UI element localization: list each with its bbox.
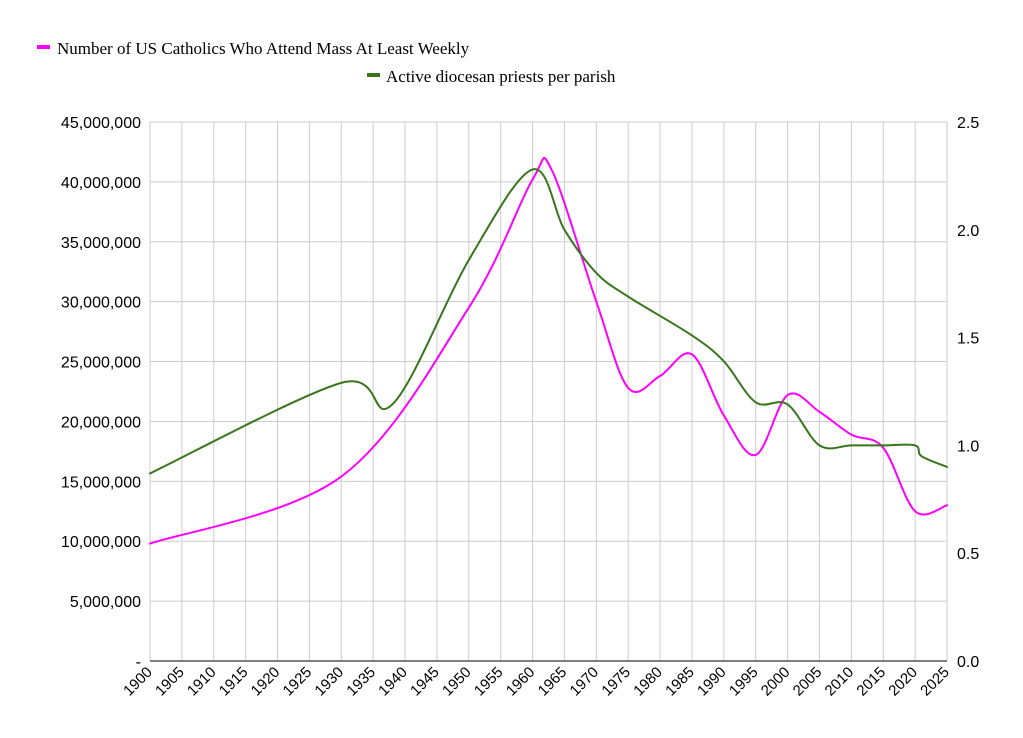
x-tick-label: 1960 bbox=[503, 664, 539, 700]
x-tick-label: 1975 bbox=[598, 664, 634, 700]
x-tick-label: 1930 bbox=[311, 664, 347, 700]
grid bbox=[149, 121, 948, 661]
legend-label-attendance: Number of US Catholics Who Attend Mass A… bbox=[57, 39, 470, 58]
x-tick-label: 1900 bbox=[120, 664, 156, 700]
y-axis-left: - 5,000,000 10,000,000 15,000,000 20,000,000… bbox=[61, 115, 141, 671]
y-tick-label-left: 25,000,000 bbox=[61, 355, 141, 372]
x-tick-label: 1965 bbox=[535, 664, 571, 700]
x-tick-label: 1905 bbox=[152, 664, 188, 700]
x-tick-label: 2025 bbox=[917, 664, 953, 700]
x-tick-label: 1955 bbox=[471, 664, 507, 700]
x-tick-label: 2015 bbox=[853, 664, 889, 700]
x-tick-label: 1935 bbox=[343, 664, 379, 700]
x-tick-label: 1940 bbox=[375, 664, 411, 700]
x-tick-label: 1945 bbox=[407, 664, 443, 700]
legend-swatch-attendance bbox=[37, 45, 50, 49]
series-lines bbox=[149, 156, 948, 545]
x-tick-label: 1995 bbox=[726, 664, 762, 700]
x-tick-label: 1925 bbox=[280, 664, 316, 700]
y-tick-label-right: 0.5 bbox=[957, 546, 979, 563]
y-tick-label-left: 45,000,000 bbox=[61, 115, 141, 132]
x-axis: 1900190519101915192019251930193519401945… bbox=[120, 660, 953, 700]
x-tick-label: 1980 bbox=[630, 664, 666, 700]
y-tick-label-right: 2.5 bbox=[957, 115, 979, 132]
legend: Number of US Catholics Who Attend Mass A… bbox=[37, 39, 616, 86]
x-tick-label: 2005 bbox=[790, 664, 826, 700]
legend-label-priests: Active diocesan priests per parish bbox=[386, 67, 616, 86]
x-tick-label: 1950 bbox=[439, 664, 475, 700]
x-tick-label: 1985 bbox=[662, 664, 698, 700]
x-tick-label: 1910 bbox=[184, 664, 220, 700]
y-tick-label-right: 1.0 bbox=[957, 438, 979, 455]
x-tick-label: 1990 bbox=[694, 664, 730, 700]
legend-item-priests: Active diocesan priests per parish bbox=[367, 67, 616, 86]
y-tick-label-right: 0.0 bbox=[957, 654, 979, 671]
series-line-priests bbox=[149, 168, 948, 475]
y-tick-label-left: 40,000,000 bbox=[61, 175, 141, 192]
y-tick-label-left: 10,000,000 bbox=[61, 534, 141, 551]
y-tick-label-left: 15,000,000 bbox=[61, 474, 141, 491]
y-tick-label-left: 30,000,000 bbox=[61, 295, 141, 312]
y-tick-label-left: - bbox=[136, 654, 141, 671]
x-tick-label: 2010 bbox=[822, 664, 858, 700]
y-tick-label-left: 35,000,000 bbox=[61, 235, 141, 252]
legend-swatch-priests bbox=[367, 73, 380, 77]
series-line-attendance bbox=[149, 156, 948, 545]
x-tick-label: 1970 bbox=[567, 664, 603, 700]
y-tick-label-right: 2.0 bbox=[957, 223, 979, 240]
x-tick-label: 2020 bbox=[885, 664, 921, 700]
y-tick-label-left: 5,000,000 bbox=[70, 594, 141, 611]
y-tick-label-left: 20,000,000 bbox=[61, 414, 141, 431]
y-tick-label-right: 1.5 bbox=[957, 331, 979, 348]
x-tick-label: 1920 bbox=[248, 664, 284, 700]
x-tick-label: 1915 bbox=[216, 664, 252, 700]
x-tick-label: 2000 bbox=[758, 664, 794, 700]
y-axis-right: 0.0 0.5 1.0 1.5 2.0 2.5 bbox=[957, 115, 979, 671]
legend-item-attendance: Number of US Catholics Who Attend Mass A… bbox=[37, 39, 470, 58]
